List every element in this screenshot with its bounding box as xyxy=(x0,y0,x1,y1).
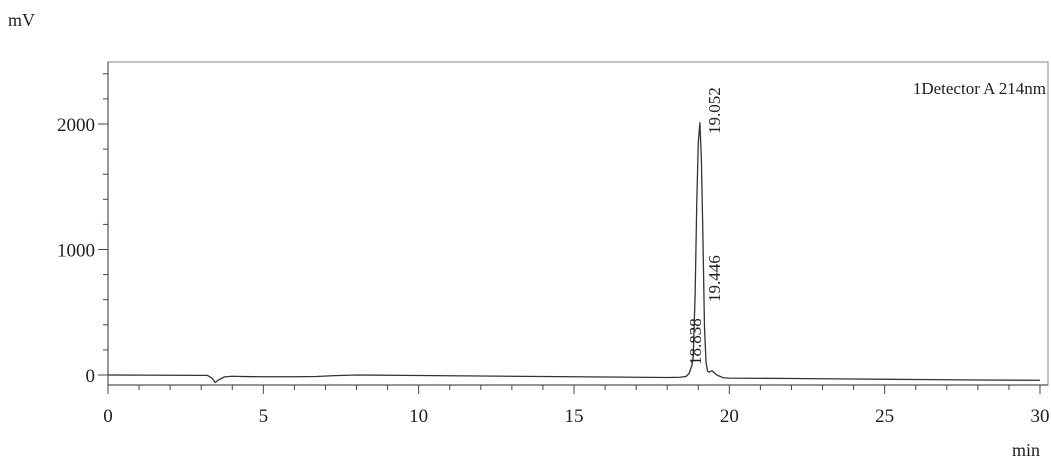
x-tick-label: 0 xyxy=(103,406,113,427)
x-tick-label: 15 xyxy=(565,406,584,427)
plot-frame xyxy=(107,61,1049,386)
y-axis-unit-label: mV xyxy=(8,10,35,30)
peak-labels: 18.838 19.052 19.446 xyxy=(686,87,724,365)
trace-layer xyxy=(107,122,1041,384)
x-tick-label: 5 xyxy=(259,406,269,427)
legend-label: 1Detector A 214nm xyxy=(913,79,1046,98)
chromatogram-trace xyxy=(107,122,1041,384)
y-tick-label: 0 xyxy=(86,366,96,387)
peak-label: 19.052 xyxy=(705,87,724,134)
x-tick-label: 25 xyxy=(875,406,894,427)
y-tick-label: 1000 xyxy=(57,241,95,262)
peak-label: 18.838 xyxy=(686,318,705,365)
x-tick-label: 30 xyxy=(1031,406,1050,427)
y-axis-ticks: 0 1000 2000 xyxy=(57,73,108,387)
peak-label: 19.446 xyxy=(705,255,724,302)
x-tick-label: 10 xyxy=(409,406,428,427)
y-tick-label: 2000 xyxy=(57,115,95,136)
x-axis-unit-label: min xyxy=(1012,440,1040,460)
x-axis-ticks: 0 5 10 15 20 25 30 xyxy=(103,385,1050,427)
x-tick-label: 20 xyxy=(720,406,739,427)
